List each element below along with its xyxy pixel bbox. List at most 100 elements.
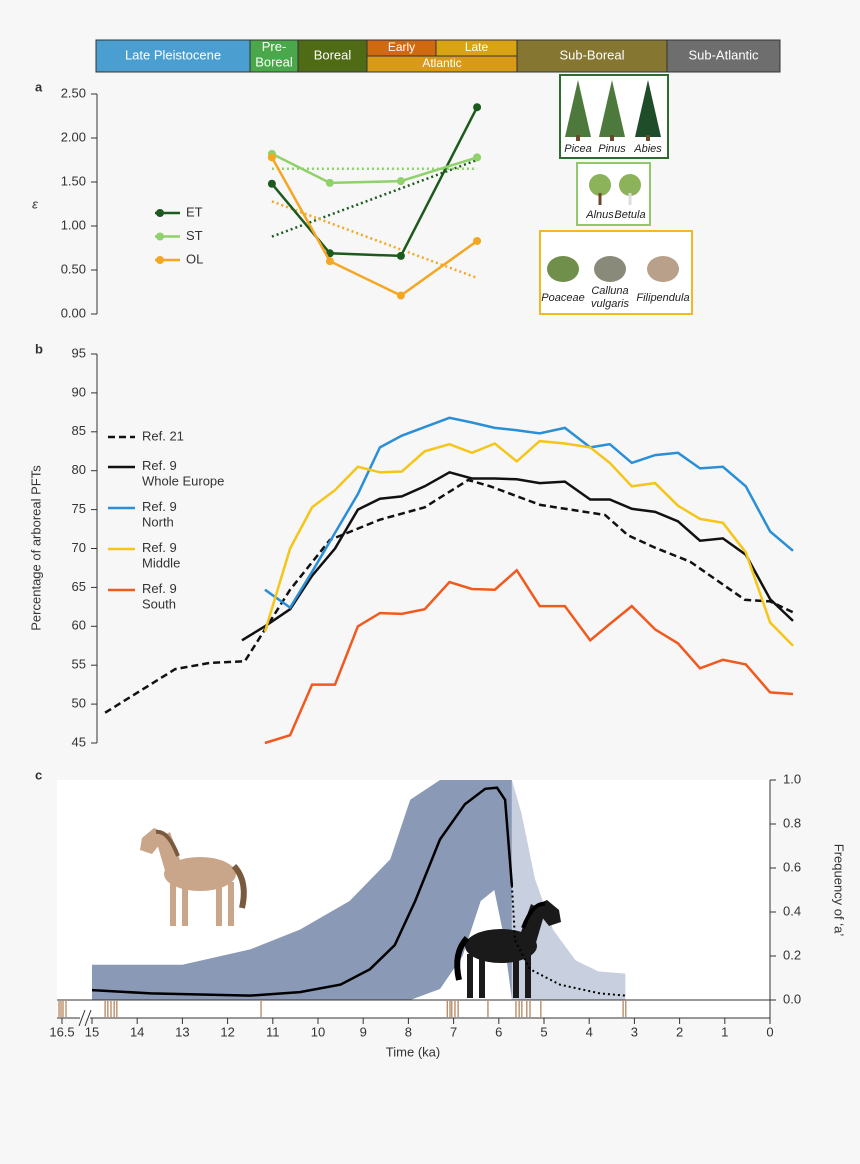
legend-label: Ref. 9 Middle <box>142 540 180 571</box>
horse-leg <box>182 882 188 926</box>
y-tick-label: 1.00 <box>61 217 86 232</box>
y-tick-label: 0.6 <box>783 859 801 874</box>
horse-leg <box>479 954 485 998</box>
series-line <box>270 106 479 258</box>
horse-illustration <box>140 828 247 926</box>
plant-label: Filipendula <box>636 292 689 304</box>
x-tick-label: 16.5 <box>49 1024 74 1039</box>
legend-label: Ref. 9 South <box>142 581 177 612</box>
legend-label: Ref. 9 North <box>142 499 177 530</box>
data-point <box>267 153 276 162</box>
horse-neck <box>521 904 545 946</box>
plant-icon <box>594 256 626 282</box>
tree-trunk <box>576 135 580 141</box>
horse-tail <box>231 863 247 909</box>
period-label: Atlantic <box>422 56 461 70</box>
tree-trunk <box>598 193 602 205</box>
x-tick-label: 10 <box>311 1024 325 1039</box>
x-tick-label: 11 <box>266 1024 280 1039</box>
y-tick-label: 2.50 <box>61 85 86 100</box>
period-label: Sub-Atlantic <box>688 47 759 62</box>
series-line <box>271 152 478 185</box>
mean-curve <box>91 786 514 997</box>
y-tick-label: 45 <box>72 734 86 749</box>
tree-trunk <box>628 193 632 205</box>
y-axis-label: Percentage of arboreal PFTs <box>28 465 43 631</box>
tree-icon <box>599 80 625 137</box>
x-tick-label: 0 <box>766 1024 773 1039</box>
data-point <box>473 236 482 245</box>
x-tick-label: 14 <box>130 1024 144 1039</box>
x-axis-label: Time (ka) <box>386 1044 440 1059</box>
plant-label: Betula <box>614 209 645 221</box>
horse-tail <box>454 935 470 981</box>
data-point <box>473 103 482 112</box>
trend-line <box>271 158 478 238</box>
x-tick-label: 6 <box>495 1024 502 1039</box>
y-tick-label: 50 <box>72 696 86 711</box>
confidence-band <box>92 780 512 1000</box>
axis-break <box>78 1009 92 1027</box>
period-label: Sub-Boreal <box>559 47 624 62</box>
trend-line <box>271 200 478 280</box>
data-point <box>396 251 405 260</box>
horse-leg <box>170 882 176 926</box>
y-tick-label: 2.00 <box>61 129 86 144</box>
tree-icon <box>565 80 591 137</box>
period-box <box>249 39 299 73</box>
plant-label: Pinus <box>598 143 626 155</box>
x-tick-label: 4 <box>586 1024 593 1039</box>
horse-neck <box>156 832 180 874</box>
tree-icon <box>635 80 661 137</box>
period-box <box>666 39 781 73</box>
series-line <box>263 439 794 647</box>
legend-marker <box>156 209 164 217</box>
y-tick-label: 0.2 <box>783 947 801 962</box>
y-tick-label: 60 <box>72 618 86 633</box>
panel-label: b <box>35 341 43 356</box>
period-box <box>297 39 368 73</box>
plant-icon <box>647 256 679 282</box>
y-axis-label: Frequency of ‘a’ <box>832 844 847 937</box>
data-point <box>325 178 334 187</box>
horse-leg <box>228 882 234 926</box>
tree-trunk <box>610 135 614 141</box>
plant-label: Picea <box>564 143 592 155</box>
x-tick-label: 7 <box>450 1024 457 1039</box>
y-tick-label: 1.50 <box>61 173 86 188</box>
data-point <box>325 257 334 266</box>
horse-leg <box>216 882 222 926</box>
period-label: Late Pleistocene <box>125 47 221 62</box>
legend-marker <box>156 256 164 264</box>
y-tick-label: 70 <box>72 540 86 555</box>
y-tick-label: 95 <box>72 345 86 360</box>
period-label: Early <box>388 40 415 54</box>
y-tick-label: 0.00 <box>61 305 86 320</box>
x-tick-label: 5 <box>540 1024 547 1039</box>
panel-label: c <box>35 767 42 782</box>
x-tick-label: 9 <box>360 1024 367 1039</box>
horse-mane <box>521 901 546 929</box>
legend-label: Ref. 9 Whole Europe <box>142 458 224 489</box>
plant-label: Alnus <box>585 209 614 221</box>
period-box <box>95 39 251 73</box>
y-tick-label: 0.4 <box>783 903 801 918</box>
y-tick-label: 0.8 <box>783 815 801 830</box>
legend-label: OL <box>186 251 203 266</box>
series-line <box>104 478 794 714</box>
legend-label: ET <box>186 204 203 219</box>
plant-label: Poaceae <box>541 292 584 304</box>
x-tick-label: 2 <box>676 1024 683 1039</box>
plant-box <box>576 162 651 226</box>
y-tick-label: 0.50 <box>61 261 86 276</box>
series-line <box>264 568 794 745</box>
plant-label: Abies <box>633 143 662 155</box>
x-tick-label: 8 <box>405 1024 412 1039</box>
y-tick-label: 90 <box>72 384 86 399</box>
y-tick-label: 65 <box>72 579 86 594</box>
y-tick-label: 75 <box>72 501 86 516</box>
horse-leg <box>513 954 519 998</box>
x-tick-label: 3 <box>631 1024 638 1039</box>
